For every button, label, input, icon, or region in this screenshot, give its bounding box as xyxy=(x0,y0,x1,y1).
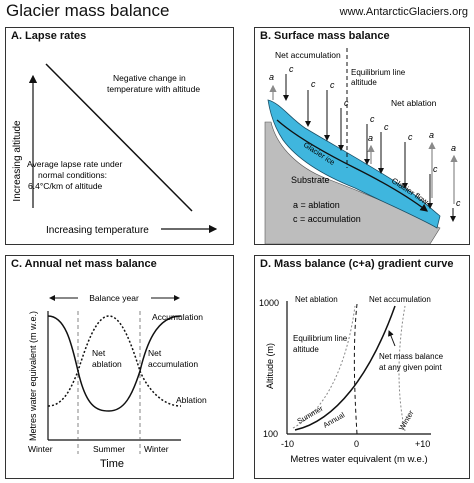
negative-change-text-1: Negative change in xyxy=(113,73,186,83)
substrate-label: Substrate xyxy=(291,175,330,185)
svg-text:c: c xyxy=(344,98,349,108)
nmb-label-1: Net mass balance xyxy=(379,352,444,361)
net-accumulation-label-1: Net xyxy=(148,348,162,358)
annual-curve-label: Annual xyxy=(322,410,347,430)
svg-text:c: c xyxy=(289,64,294,74)
surface-mass-balance-diagram: Glacier ice Glacier flow Substrate a = a… xyxy=(264,48,461,244)
average-lapse-text-1: Average lapse rate under xyxy=(27,159,122,169)
average-lapse-text-2: normal conditions: xyxy=(38,170,107,180)
d-net-accumulation-label: Net accumulation xyxy=(369,295,431,304)
eq-line-label-2: altitude xyxy=(351,78,377,87)
panel-a-title: A. Lapse rates xyxy=(11,30,87,42)
winter-left-label: Winter xyxy=(28,444,53,454)
glacier-flow-arrow xyxy=(276,119,429,212)
panel-a-lapse-rates: A. Lapse rates Negative change in temper… xyxy=(5,27,234,245)
svg-text:c: c xyxy=(408,132,413,142)
svg-text:c: c xyxy=(311,79,316,89)
d-equilibrium-line xyxy=(353,303,358,435)
y-tick-1000: 1000 xyxy=(259,298,279,308)
legend-accumulation: c = accumulation xyxy=(293,214,361,224)
d-y-axis-label: Altitude (m) xyxy=(265,343,275,389)
net-accumulation-label-2: accumulation xyxy=(148,359,198,369)
ablation-label: Ablation xyxy=(176,395,207,405)
lapse-rate-line xyxy=(45,63,193,212)
accumulation-label: Accumulation xyxy=(152,312,203,322)
annual-balance-diagram: Balance year Accumulation Net ablation N… xyxy=(28,293,207,470)
net-accumulation-label: Net accumulation xyxy=(275,50,341,60)
lapse-rate-diagram: Negative change in temperature with alti… xyxy=(12,63,218,236)
panel-c-title: C. Annual net mass balance xyxy=(11,258,157,270)
accumulation-arrows xyxy=(283,74,456,222)
svg-text:c: c xyxy=(330,80,335,90)
net-ablation-label-1: Net xyxy=(92,348,106,358)
svg-text:c: c xyxy=(433,164,438,174)
svg-text:a: a xyxy=(451,143,456,153)
ablation-a-labels: a a a a xyxy=(269,72,456,153)
winter-right-label: Winter xyxy=(144,444,169,454)
net-ablation-label-2: ablation xyxy=(92,359,122,369)
ablation-curve xyxy=(47,315,182,407)
svg-text:a: a xyxy=(269,72,274,82)
y-axis-label: Increasing altitude xyxy=(12,120,23,202)
panel-d-title: D. Mass balance (c+a) gradient curve xyxy=(260,258,454,270)
nmb-label-2: at any given point xyxy=(379,363,442,372)
svg-text:a: a xyxy=(368,133,373,143)
accumulation-c-labels: c c c c c c c c c xyxy=(289,64,461,208)
page-title: Glacier mass balance xyxy=(6,1,170,20)
annual-curve xyxy=(294,305,396,431)
legend-ablation: a = ablation xyxy=(293,200,340,210)
glacier-ice xyxy=(267,99,441,229)
summer-label: Summer xyxy=(93,444,125,454)
d-x-axis-label: Metres water equivalent (m w.e.) xyxy=(290,454,427,465)
balance-year-label: Balance year xyxy=(89,293,139,303)
x-tick-0: 0 xyxy=(354,439,359,449)
panel-c-annual-net-mass-balance: C. Annual net mass balance Balance year … xyxy=(5,255,234,479)
d-net-ablation-label: Net ablation xyxy=(295,295,338,304)
c-y-axis-label: Metres water equivalent (m w.e.) xyxy=(28,311,38,441)
time-label: Time xyxy=(100,458,124,470)
summer-curve xyxy=(292,305,356,429)
svg-text:a: a xyxy=(429,130,434,140)
winter-curve-label: Winter xyxy=(397,408,416,432)
nmb-pointer-arrow xyxy=(388,330,396,347)
winter-curve xyxy=(398,305,406,432)
eq-line-label-1: Equilibrium line xyxy=(351,68,406,77)
gradient-curve-diagram: 1000 100 Altitude (m) Net ablation Net a… xyxy=(259,295,444,465)
panel-b-surface-mass-balance: B. Surface mass balance Glacier ice Glac… xyxy=(254,27,470,245)
accumulation-curve xyxy=(47,315,182,412)
ablation-arrows xyxy=(269,84,458,204)
average-lapse-text-3: 6.4°C/km of altitude xyxy=(28,181,103,191)
panel-b-title: B. Surface mass balance xyxy=(260,30,390,42)
svg-text:c: c xyxy=(370,114,375,124)
x-axis-label: Increasing temperature xyxy=(46,225,149,236)
svg-text:c: c xyxy=(456,198,461,208)
d-eq-label-1: Equilibrium line xyxy=(293,334,348,343)
x-tick-minus10: -10 xyxy=(281,439,294,449)
negative-change-text-2: temperature with altitude xyxy=(107,84,200,94)
svg-text:c: c xyxy=(384,122,389,132)
y-tick-100: 100 xyxy=(263,429,278,439)
panel-d-gradient-curve: D. Mass balance (c+a) gradient curve 100… xyxy=(254,255,470,479)
site-url: www.AntarcticGlaciers.org xyxy=(339,6,468,18)
d-eq-label-2: altitude xyxy=(293,345,319,354)
summer-curve-label: Summer xyxy=(296,404,325,426)
net-ablation-label: Net ablation xyxy=(391,98,437,108)
x-tick-plus10: +10 xyxy=(415,439,430,449)
